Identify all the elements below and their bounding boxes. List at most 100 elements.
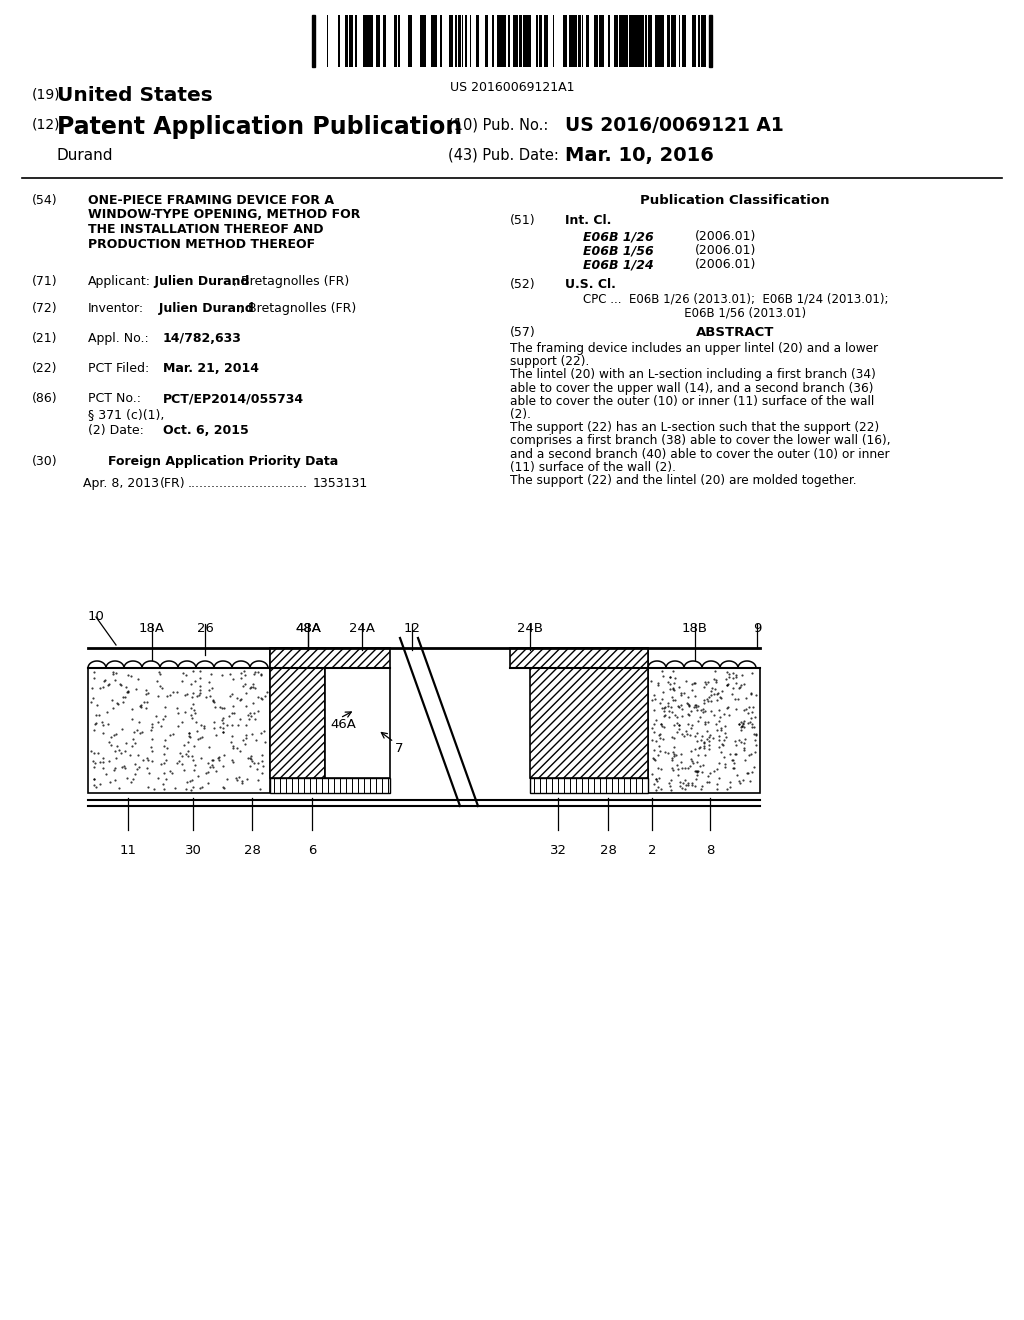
Text: ..............................: .............................. xyxy=(188,477,308,490)
Text: 12: 12 xyxy=(403,622,421,635)
Bar xyxy=(662,15,664,67)
Bar xyxy=(420,15,423,67)
Text: 28: 28 xyxy=(600,843,616,857)
Text: The support (22) and the lintel (20) are molded together.: The support (22) and the lintel (20) are… xyxy=(510,474,856,487)
Bar xyxy=(698,15,700,67)
Text: Applicant:: Applicant: xyxy=(88,275,151,288)
Bar xyxy=(614,15,618,67)
Bar xyxy=(510,648,648,668)
Bar xyxy=(378,15,380,67)
Text: 1353131: 1353131 xyxy=(313,477,369,490)
Bar xyxy=(325,668,390,777)
Text: Foreign Application Priority Data: Foreign Application Priority Data xyxy=(108,455,338,469)
Bar xyxy=(451,15,453,67)
Text: (2006.01): (2006.01) xyxy=(695,244,757,257)
Text: 14/782,633: 14/782,633 xyxy=(163,333,242,345)
Text: (22): (22) xyxy=(32,362,57,375)
Text: (86): (86) xyxy=(32,392,57,405)
Bar xyxy=(624,15,628,67)
Text: PCT Filed:: PCT Filed: xyxy=(88,362,150,375)
Bar xyxy=(530,648,648,777)
Bar xyxy=(709,15,712,67)
Text: Mar. 21, 2014: Mar. 21, 2014 xyxy=(163,362,259,375)
Text: Apr. 8, 2013: Apr. 8, 2013 xyxy=(83,477,159,490)
Text: E06B 1/24: E06B 1/24 xyxy=(583,257,653,271)
Text: (57): (57) xyxy=(510,326,536,339)
Text: 9: 9 xyxy=(753,622,761,635)
Text: 6: 6 xyxy=(308,843,316,857)
Text: The framing device includes an upper lintel (20) and a lower: The framing device includes an upper lin… xyxy=(510,342,878,355)
Text: ONE-PIECE FRAMING DEVICE FOR A: ONE-PIECE FRAMING DEVICE FOR A xyxy=(88,194,334,207)
Bar xyxy=(524,15,526,67)
Text: (52): (52) xyxy=(510,279,536,290)
Bar xyxy=(637,15,641,67)
Text: able to cover the outer (10) or inner (11) surface of the wall: able to cover the outer (10) or inner (1… xyxy=(510,395,874,408)
Text: 10: 10 xyxy=(88,610,104,623)
Text: (2006.01): (2006.01) xyxy=(695,257,757,271)
Text: (19): (19) xyxy=(32,88,60,102)
Text: (10) Pub. No.:: (10) Pub. No.: xyxy=(449,117,549,133)
Bar xyxy=(526,15,528,67)
Bar xyxy=(349,15,353,67)
Bar xyxy=(270,648,325,777)
Bar xyxy=(338,15,340,67)
Bar xyxy=(648,668,760,793)
Text: (51): (51) xyxy=(510,214,536,227)
Bar xyxy=(270,777,390,793)
Text: Publication Classification: Publication Classification xyxy=(640,194,829,207)
Text: The lintel (20) with an L-section including a first branch (34): The lintel (20) with an L-section includ… xyxy=(510,368,876,381)
Bar xyxy=(630,15,632,67)
Bar xyxy=(440,15,442,67)
Bar xyxy=(514,15,517,67)
Bar xyxy=(371,15,373,67)
Text: 24A: 24A xyxy=(349,622,375,635)
Text: § 371 (c)(1),: § 371 (c)(1), xyxy=(88,408,165,421)
Text: 28: 28 xyxy=(244,843,260,857)
Bar xyxy=(519,15,522,67)
Bar xyxy=(367,15,369,67)
Bar xyxy=(701,15,705,67)
Text: 11: 11 xyxy=(120,843,136,857)
Text: 18B: 18B xyxy=(682,622,708,635)
Bar xyxy=(455,15,457,67)
Text: PCT No.:: PCT No.: xyxy=(88,392,141,405)
Bar xyxy=(602,15,604,67)
Text: able to cover the upper wall (14), and a second branch (36): able to cover the upper wall (14), and a… xyxy=(510,381,873,395)
Bar xyxy=(497,15,501,67)
Bar xyxy=(632,15,634,67)
Bar xyxy=(465,15,467,67)
Bar xyxy=(508,15,510,67)
Text: Mar. 10, 2016: Mar. 10, 2016 xyxy=(565,147,714,165)
Bar xyxy=(362,15,366,67)
Bar xyxy=(502,15,506,67)
Bar xyxy=(682,15,686,67)
Bar xyxy=(575,15,577,67)
Text: (30): (30) xyxy=(32,455,57,469)
Text: WINDOW-TYPE OPENING, METHOD FOR: WINDOW-TYPE OPENING, METHOD FOR xyxy=(88,209,360,222)
Text: 48A: 48A xyxy=(295,622,321,635)
Bar xyxy=(528,15,531,67)
Bar xyxy=(476,15,478,67)
Text: United States: United States xyxy=(57,86,213,106)
Bar xyxy=(485,15,488,67)
Text: E06B 1/56 (2013.01): E06B 1/56 (2013.01) xyxy=(583,306,806,319)
Text: 48A: 48A xyxy=(295,622,321,635)
Text: Oct. 6, 2015: Oct. 6, 2015 xyxy=(163,424,249,437)
Text: CPC ...  E06B 1/26 (2013.01);  E06B 1/24 (2013.01);: CPC ... E06B 1/26 (2013.01); E06B 1/24 (… xyxy=(583,292,889,305)
Text: (72): (72) xyxy=(32,302,57,315)
Text: 24B: 24B xyxy=(517,622,543,635)
Bar xyxy=(410,15,412,67)
Text: E06B 1/56: E06B 1/56 xyxy=(583,244,653,257)
Bar xyxy=(572,15,575,67)
Bar xyxy=(88,668,270,793)
Text: Appl. No.:: Appl. No.: xyxy=(88,333,148,345)
Bar xyxy=(586,15,589,67)
Text: 26: 26 xyxy=(197,622,213,635)
Text: (2006.01): (2006.01) xyxy=(695,230,757,243)
Text: Julien Durand: Julien Durand xyxy=(150,302,254,315)
Text: THE INSTALLATION THEREOF AND: THE INSTALLATION THEREOF AND xyxy=(88,223,324,236)
Text: ABSTRACT: ABSTRACT xyxy=(696,326,774,339)
Bar xyxy=(270,648,390,668)
Bar xyxy=(424,15,426,67)
Text: PRODUCTION METHOD THEREOF: PRODUCTION METHOD THEREOF xyxy=(88,238,315,251)
